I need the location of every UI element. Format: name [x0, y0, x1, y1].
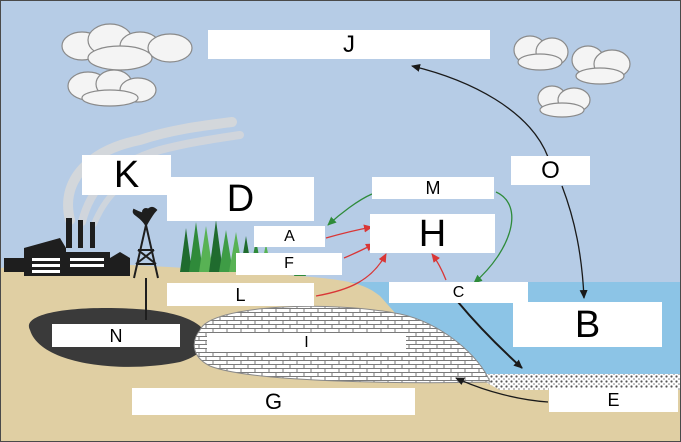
arrow-c-to-e [457, 301, 523, 369]
arrow-o-to-j [411, 63, 549, 158]
arrow-l-to-h [315, 253, 387, 297]
label-o: O [511, 156, 590, 185]
label-g: G [132, 388, 415, 415]
arrow-e-to-g [455, 377, 549, 403]
oil-derrick-icon [132, 206, 159, 320]
arrow-m-to-a [327, 193, 373, 226]
label-e: E [549, 388, 678, 412]
label-i: I [207, 333, 406, 352]
label-a: A [254, 226, 325, 247]
label-c: C [389, 282, 528, 303]
arrow-m-to-c [473, 191, 513, 284]
arrow-o-to-b [561, 185, 588, 299]
flow-arrows [315, 63, 588, 403]
label-k: K [82, 155, 171, 195]
label-f: F [236, 253, 342, 275]
arrow-a-to-h [325, 224, 373, 239]
label-j: J [208, 30, 490, 59]
label-l: L [167, 283, 314, 306]
label-m: M [372, 177, 494, 199]
factory-icon [4, 218, 130, 276]
cloud-icon [61, 23, 631, 118]
arrow-c-to-h [431, 253, 447, 281]
label-n: N [52, 324, 180, 347]
label-d: D [167, 177, 314, 221]
label-h: H [370, 214, 495, 253]
label-b: B [513, 302, 662, 347]
ocean-sediment [470, 374, 680, 390]
